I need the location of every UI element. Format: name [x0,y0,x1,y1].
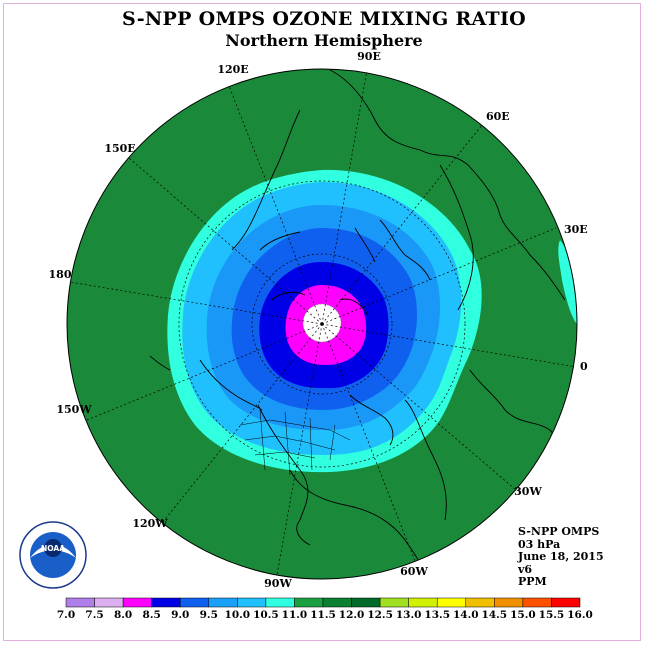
longitude-labels: 0 30E 60E 90E 120E 150E 180 150W 120W 90W 60W 30W [49,50,588,590]
info-instrument: S-NPP OMPS [518,525,600,538]
longitude-label: 60W [400,565,428,578]
noaa-logo: NOAA [19,521,87,589]
longitude-label: 0 [580,360,588,373]
longitude-label: 180 [49,268,72,281]
info-date: June 18, 2015 [518,550,604,563]
longitude-label: 120E [217,63,248,76]
page-frame [3,3,641,641]
longitude-label: 120W [132,517,168,530]
map-title: S-NPP OMPS OZONE MIXING RATIO [121,8,527,30]
info-version: v6 [518,562,533,576]
longitude-label: 150E [104,142,135,155]
info-level: 03 hPa [518,537,561,551]
longitude-label: 90W [264,577,292,590]
info-units: PPM [518,575,547,588]
longitude-label: 60E [486,110,510,123]
map-boundary [66,68,578,580]
longitude-label: 150W [56,403,92,416]
info-block: S-NPP OMPS 03 hPa June 18, 2015 v6 PPM [518,525,604,589]
longitude-label: 30W [514,485,542,498]
noaa-logo-text: NOAA [41,544,65,553]
longitude-label: 30E [564,223,588,236]
longitude-label: 90E [357,50,381,63]
ozone-field [67,69,577,579]
map-subtitle: Northern Hemisphere [225,31,423,50]
polar-no-data-stipple [302,303,342,343]
us-state-borders [239,409,351,476]
graticule [69,69,577,576]
